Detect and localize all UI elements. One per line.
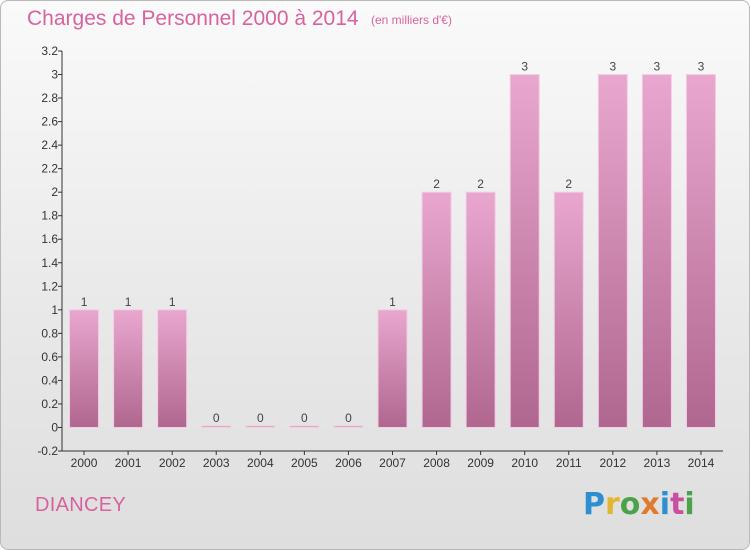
logo-letter: o (619, 487, 641, 522)
data-label-2004: 0 (257, 411, 264, 425)
x-tick-label: 2004 (247, 456, 274, 470)
x-tick-label: 2009 (467, 456, 494, 470)
logo-letter: i (659, 487, 671, 522)
chart-title: Charges de Personnel 2000 à 2014 (27, 7, 359, 30)
data-label-2005: 0 (301, 411, 308, 425)
data-label-2008: 2 (433, 177, 440, 191)
data-label-2013: 3 (654, 60, 661, 74)
x-tick-label: 2003 (203, 456, 230, 470)
data-label-2001: 1 (125, 295, 132, 309)
x-tick-label: 2005 (291, 456, 318, 470)
bar-2002 (157, 309, 188, 428)
x-tick-label: 2007 (379, 456, 406, 470)
bar-2001 (113, 309, 144, 428)
bar-2006 (333, 425, 364, 428)
logo-letter: r (605, 487, 620, 522)
bar-2005 (289, 425, 320, 428)
bar-2014 (685, 74, 716, 428)
logo-letter: P (583, 487, 605, 522)
x-tick-label: 2014 (688, 456, 715, 470)
x-tick-label: 2011 (556, 456, 582, 470)
y-tick-label: 3 (51, 68, 58, 82)
y-tick-label: 0 (51, 420, 58, 434)
y-tick-label: 1.4 (41, 256, 58, 270)
y-tick-label: 1 (51, 303, 58, 317)
y-tick-label: 0.2 (41, 397, 58, 411)
bar-2010 (509, 74, 540, 428)
bar-2003 (201, 425, 232, 428)
x-tick-label: 2000 (71, 456, 98, 470)
bar-2004 (245, 425, 276, 428)
chart-unit: (en milliers d'€) (371, 13, 452, 27)
y-tick-label: 2 (51, 185, 58, 199)
bar-2013 (641, 74, 672, 428)
proxiti-logo[interactable]: Proxiti (583, 487, 695, 522)
logo-letter: t (670, 487, 685, 522)
bar-2000 (69, 309, 100, 428)
bar-2012 (597, 74, 628, 428)
x-tick-label: 2001 (115, 456, 142, 470)
y-tick-label: 2.6 (41, 115, 58, 129)
bar-layer (69, 74, 716, 428)
x-tick-label: 2013 (644, 456, 671, 470)
y-tick-label: 3.2 (41, 44, 58, 58)
data-label-2012: 3 (609, 60, 616, 74)
label-layer: 2000 1 2001 1 2002 1 2003 0 2004 0 2005 0 2006 0 2007 1… (71, 60, 715, 470)
y-tick-label: 0.4 (41, 373, 58, 387)
y-tick-label: 1.8 (41, 209, 58, 223)
y-tick-label: -0.2 (37, 444, 58, 458)
y-tick-label: 0.8 (41, 326, 58, 340)
bar-2011 (553, 191, 584, 428)
bar-2009 (465, 191, 496, 428)
x-tick-label: 2010 (511, 456, 538, 470)
commune-name: DIANCEY (35, 494, 127, 516)
x-tick-label: 2002 (159, 456, 186, 470)
x-tick-label: 2006 (335, 456, 362, 470)
y-tick-label: 2.4 (41, 138, 58, 152)
data-label-2006: 0 (345, 411, 352, 425)
axis-layer: -0.2 0 0.2 0.4 0.6 0.8 1 1.2 1.4 1.6 1.8 2 2.2 2.4 2.6… (37, 44, 723, 458)
logo-letter: x (640, 487, 660, 522)
y-tick-label: 0.6 (41, 350, 58, 364)
y-tick-label: 1.2 (41, 279, 58, 293)
y-tick-label: 2.8 (41, 91, 58, 105)
bar-2007 (377, 309, 408, 428)
data-label-2007: 1 (389, 295, 396, 309)
data-label-2003: 0 (213, 411, 220, 425)
data-label-2009: 2 (477, 177, 484, 191)
logo-letter: i (684, 487, 695, 522)
y-tick-label: 1.6 (41, 232, 58, 246)
data-label-2014: 3 (698, 60, 705, 74)
data-label-2000: 1 (81, 295, 88, 309)
x-tick-label: 2012 (599, 456, 626, 470)
data-label-2011: 2 (565, 177, 572, 191)
x-tick-label: 2008 (423, 456, 450, 470)
data-label-2002: 1 (169, 295, 176, 309)
bar-2008 (421, 191, 452, 428)
data-label-2010: 3 (521, 60, 528, 74)
y-tick-label: 2.2 (41, 162, 58, 176)
